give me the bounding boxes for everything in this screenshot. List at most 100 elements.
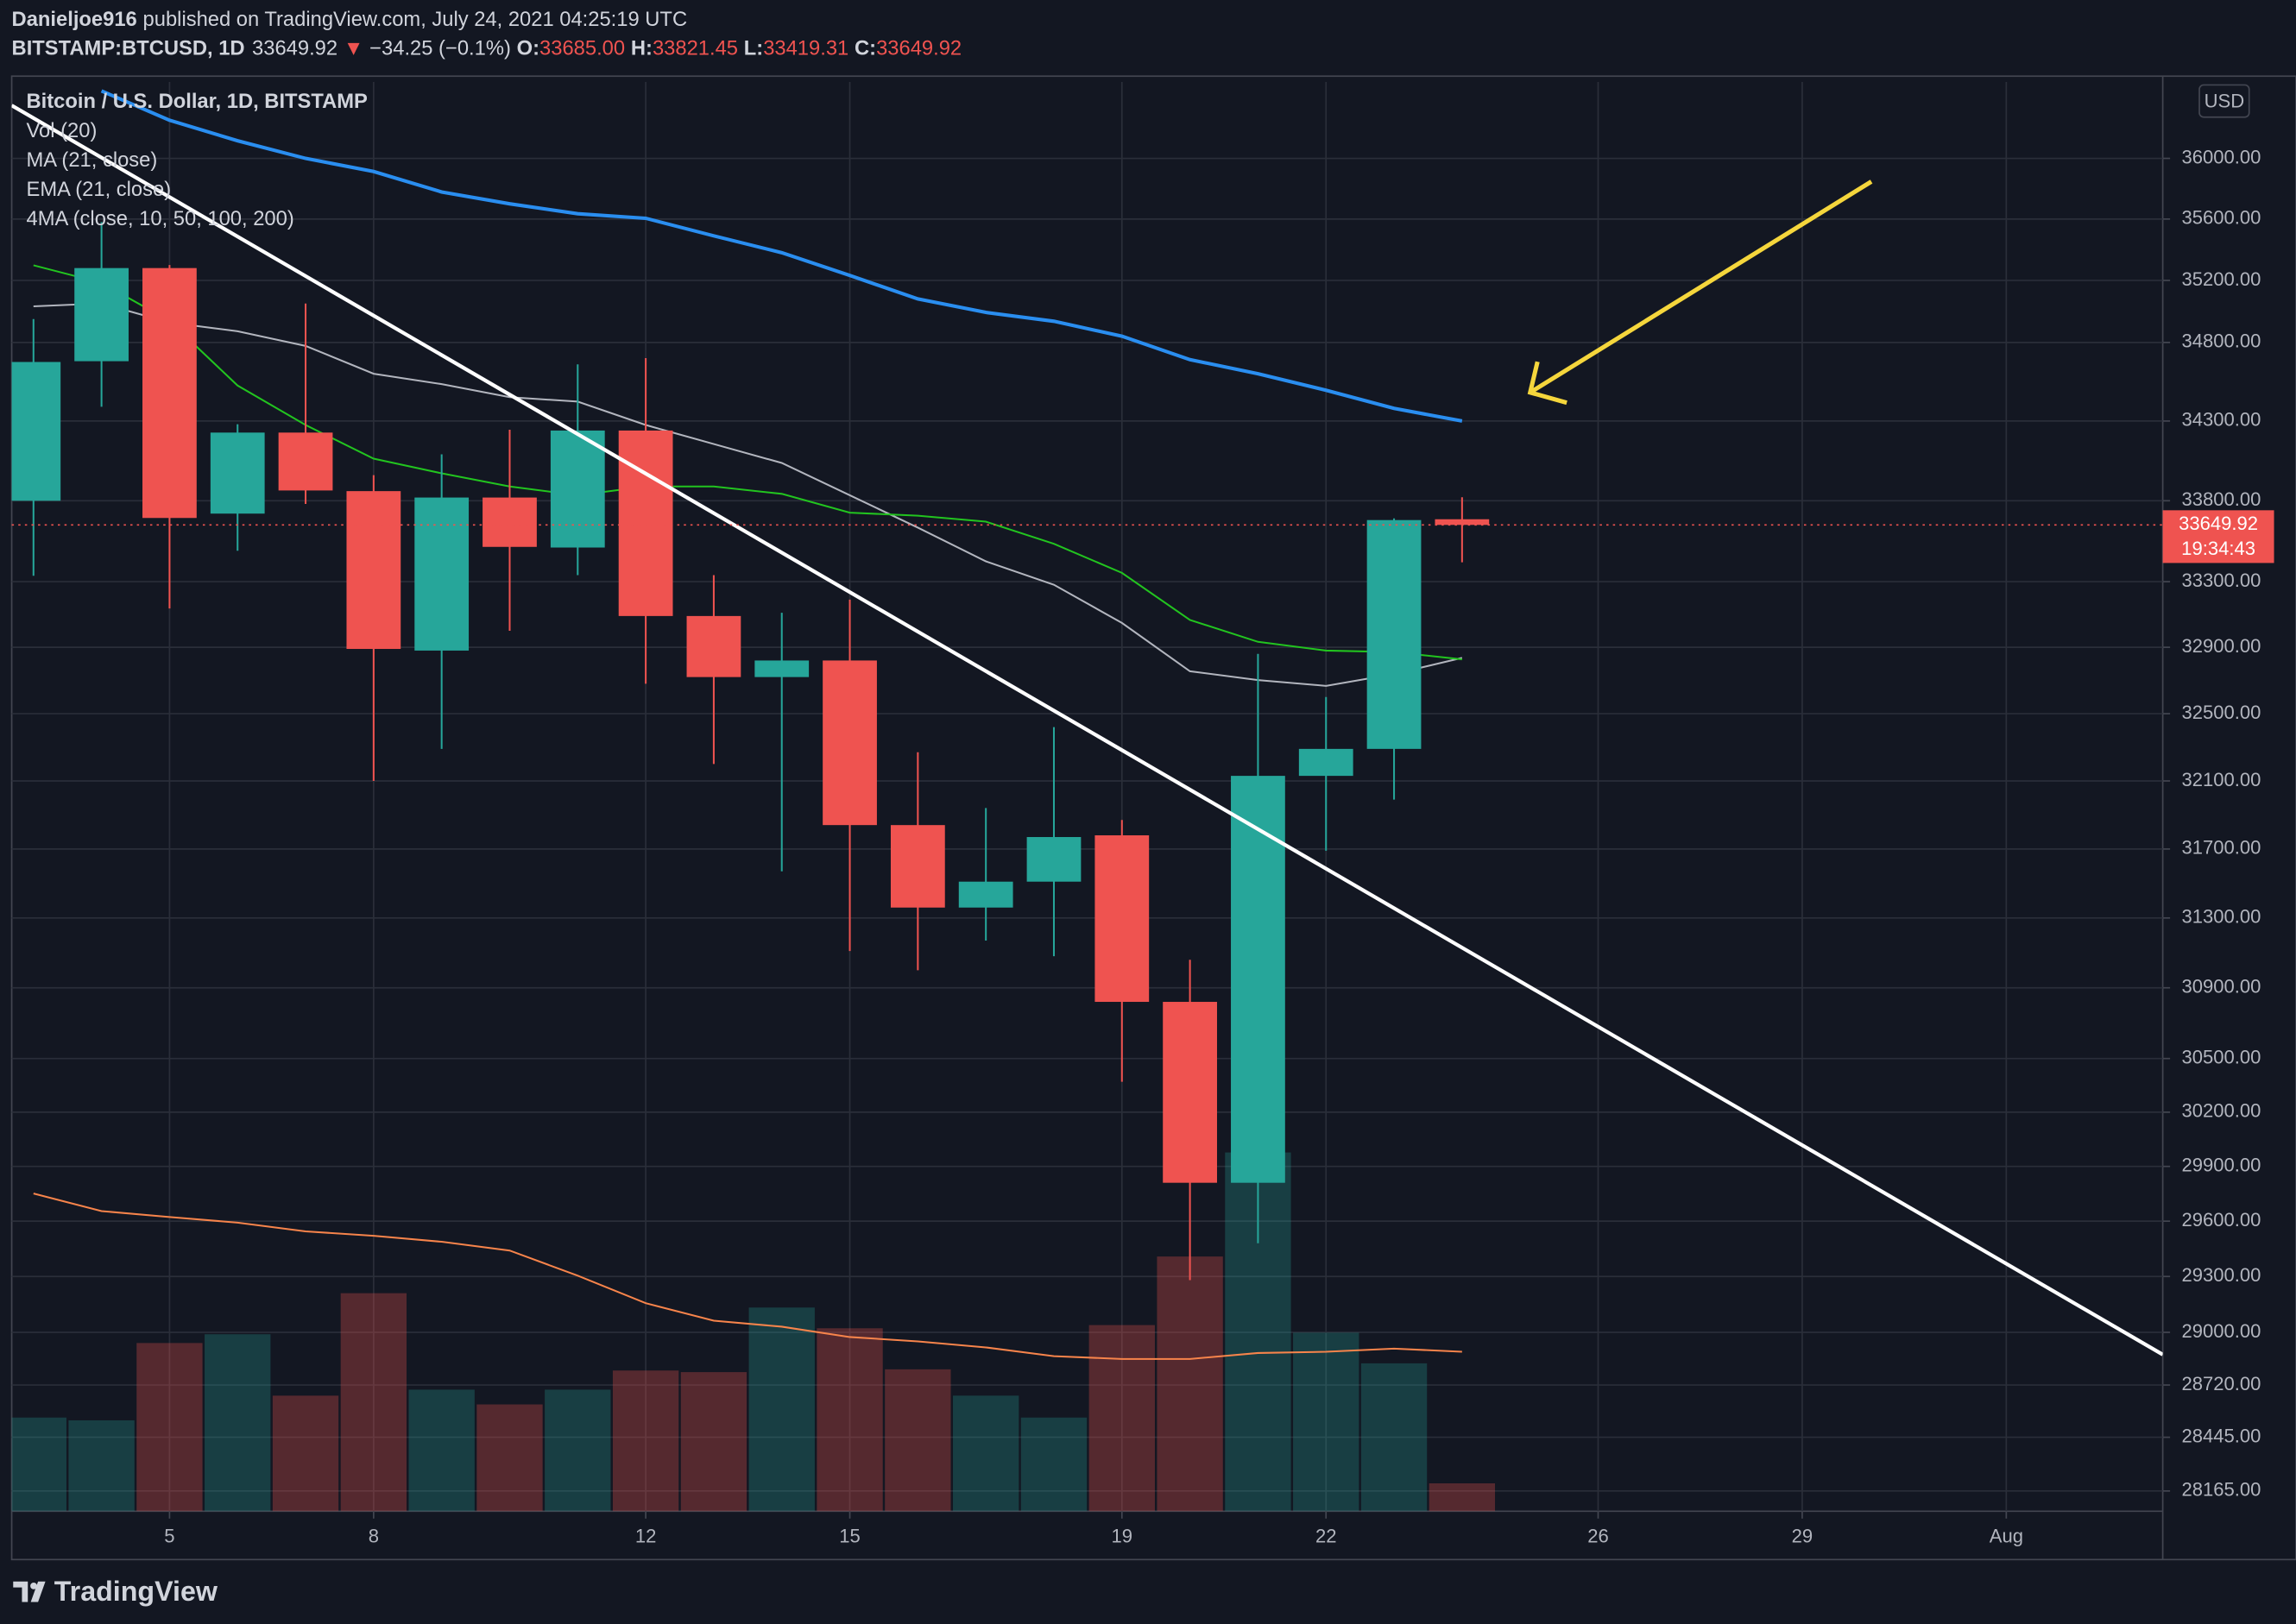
volume-bar <box>136 1343 203 1512</box>
currency-label[interactable]: USD <box>2205 91 2245 112</box>
logo-dot <box>30 1582 37 1589</box>
volume-bar <box>272 1395 339 1512</box>
countdown-label: 19:34:43 <box>2181 538 2255 559</box>
candle-body <box>754 660 810 677</box>
candle-body <box>823 660 877 826</box>
chart-border <box>10 75 2296 1561</box>
legend-ema: EMA (21, close) <box>27 178 172 201</box>
y-tick-label: 29900.00 <box>2182 1155 2261 1176</box>
y-tick-label: 30500.00 <box>2182 1047 2261 1068</box>
x-tick-label: 22 <box>1315 1526 1337 1547</box>
volume-bar <box>1157 1256 1223 1512</box>
volume-bar <box>408 1389 475 1512</box>
candle-body <box>890 825 945 908</box>
x-tick-label: 5 <box>164 1526 174 1547</box>
legend-ma: MA (21, close) <box>27 148 158 172</box>
y-tick-label: 31300.00 <box>2182 906 2261 928</box>
volume-bar <box>817 1328 883 1512</box>
high-value: 33821.45 <box>653 37 738 60</box>
y-tick-label: 34300.00 <box>2182 409 2261 431</box>
y-tick-label: 28165.00 <box>2182 1479 2261 1501</box>
indicator-line <box>33 302 1463 687</box>
y-tick-label: 32100.00 <box>2182 769 2261 790</box>
y-tick-label: 30900.00 <box>2182 976 2261 998</box>
volume-bar <box>11 1417 66 1512</box>
y-tick-label: 33300.00 <box>2182 570 2261 591</box>
y-tick-label: 34800.00 <box>2182 330 2261 352</box>
close-label: C: <box>855 37 876 60</box>
candles <box>11 222 1490 1281</box>
indicator-line <box>100 89 1463 423</box>
y-tick-label: 32500.00 <box>2182 702 2261 723</box>
volume-bar <box>952 1395 1019 1512</box>
currency-badge[interactable] <box>2198 84 2250 118</box>
candle-body <box>1163 1002 1217 1183</box>
change-arrow: ▼ <box>344 37 364 60</box>
candle-body <box>958 881 1013 908</box>
candle-body <box>414 497 470 651</box>
volume-ma-line <box>33 1193 1462 1360</box>
candle-body <box>550 430 605 548</box>
close-value: 33649.92 <box>876 37 962 60</box>
publish-line: Danieljoe916 published on TradingView.com… <box>12 8 688 31</box>
legend: Bitcoin / U.S. Dollar, 1D, BITSTAMP Vol … <box>27 90 369 230</box>
trend-line <box>11 104 2163 1356</box>
volume-bar <box>1088 1325 1155 1512</box>
drawings <box>11 104 2163 1356</box>
y-tick-label: 36000.00 <box>2182 146 2261 167</box>
volume-bar <box>680 1372 747 1512</box>
candle-body <box>346 491 401 650</box>
candle-body <box>11 362 61 501</box>
y-tick-label: 29300.00 <box>2182 1264 2261 1286</box>
y-tick-label: 28445.00 <box>2182 1425 2261 1446</box>
low-value: 33419.31 <box>763 37 848 60</box>
candle-body <box>210 432 265 514</box>
candle-body <box>483 497 537 547</box>
volume-bar <box>205 1334 271 1512</box>
volume-pane <box>11 1152 1496 1512</box>
volume-bar <box>1293 1332 1359 1512</box>
volume-bar <box>340 1293 407 1512</box>
y-tick-label: 32900.00 <box>2182 635 2261 657</box>
author: Danieljoe916 <box>12 8 137 31</box>
open-value: 33685.00 <box>539 37 625 60</box>
logo-icon <box>13 1581 46 1602</box>
frame <box>10 75 2296 1561</box>
legend-volume: Vol (20) <box>27 119 98 142</box>
y-tick-label: 35200.00 <box>2182 268 2261 290</box>
candle-body <box>686 615 741 677</box>
arrow-shaft <box>1529 179 1873 394</box>
legend-title: Bitcoin / U.S. Dollar, 1D, BITSTAMP <box>27 90 369 113</box>
footer-logo: TradingView <box>13 1576 218 1607</box>
last-price-badge <box>2162 510 2274 563</box>
candle-body <box>142 268 197 519</box>
x-tick-label: Aug <box>1990 1526 2023 1547</box>
y-tick-label: 28720.00 <box>2182 1373 2261 1394</box>
x-tick-label: 26 <box>1587 1526 1609 1547</box>
x-tick-label: 29 <box>1792 1526 1813 1547</box>
candle-body <box>1298 748 1353 777</box>
x-tick-label: 8 <box>369 1526 379 1547</box>
volume-bar <box>748 1307 815 1512</box>
arrow-head <box>1527 361 1567 406</box>
axes: 36000.00 35600.00 35200.00 34800.00 34300.00… <box>164 146 2261 1546</box>
candle-body <box>618 430 673 616</box>
open-label: O: <box>517 37 539 60</box>
y-tick-label: 29000.00 <box>2182 1320 2261 1342</box>
high-label: H: <box>631 37 653 60</box>
indicator-lines <box>33 89 1463 687</box>
x-tick-label: 15 <box>839 1526 861 1547</box>
y-tick-label: 29600.00 <box>2182 1209 2261 1231</box>
low-label: L: <box>744 37 763 60</box>
last-price: 33649.92 19:34:43 <box>11 510 2274 563</box>
candle-body <box>1366 519 1422 749</box>
symbol: BITSTAMP:BTCUSD, 1D <box>12 37 245 60</box>
y-tick-label: 33800.00 <box>2182 488 2261 510</box>
volume-bar <box>68 1420 135 1512</box>
brand: TradingView <box>54 1576 218 1607</box>
candle-body <box>278 432 333 491</box>
last-price: 33649.92 <box>252 37 337 60</box>
